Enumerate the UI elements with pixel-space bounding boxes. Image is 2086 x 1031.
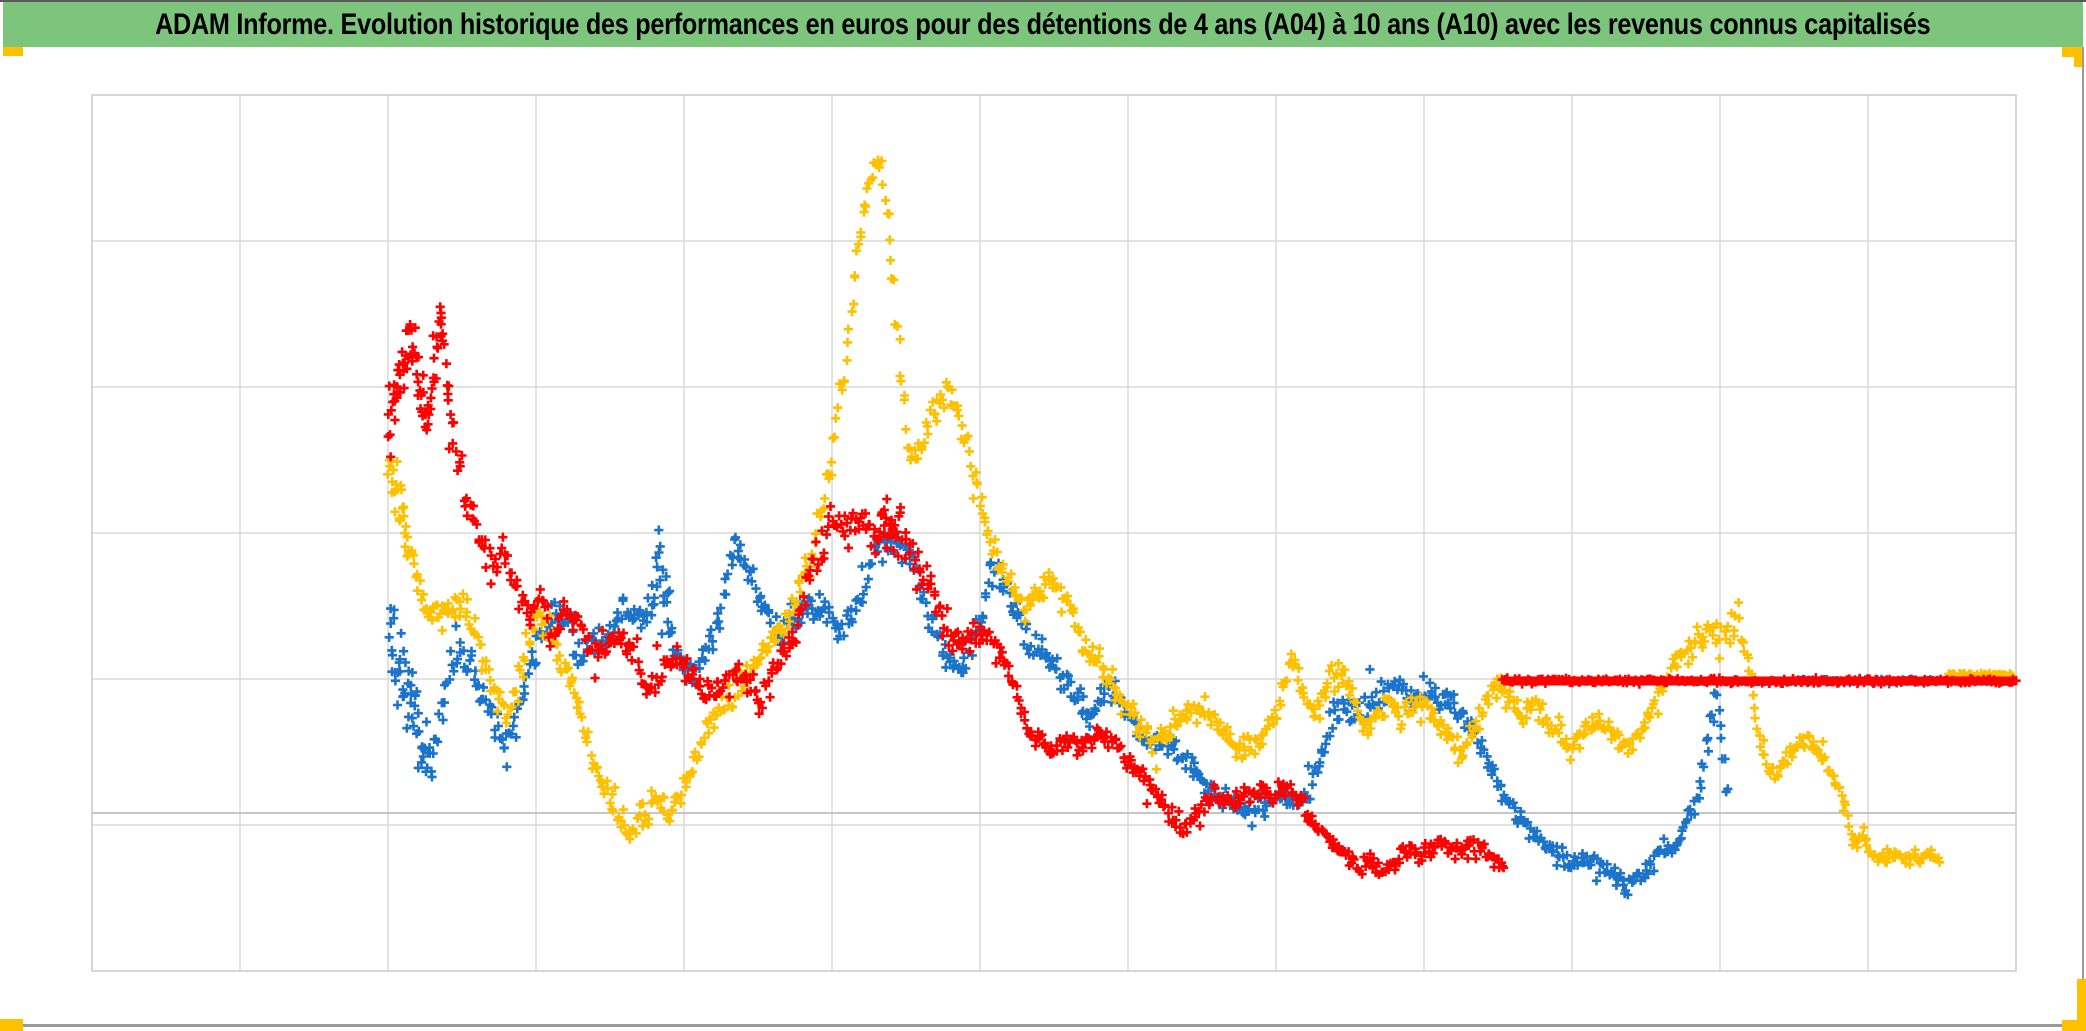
accent-mark-bottom-left: [0, 1019, 23, 1031]
chart-title: ADAM Informe. Evolution historique des p…: [155, 7, 1931, 41]
accent-mark-top-right-tail: [2074, 47, 2084, 67]
chart-title-bar: ADAM Informe. Evolution historique des p…: [3, 2, 2083, 47]
accent-mark-top-left: [3, 47, 23, 56]
right-border-line: [2082, 47, 2084, 1031]
accent-mark-bottom-right-horizontal: [2062, 1020, 2086, 1031]
accent-mark-bottom-right-vertical: [2077, 979, 2086, 1031]
bottom-border-line: [0, 1024, 2086, 1027]
accent-mark-top-right: [2062, 47, 2084, 57]
top-border-line: [0, 0, 2086, 2]
